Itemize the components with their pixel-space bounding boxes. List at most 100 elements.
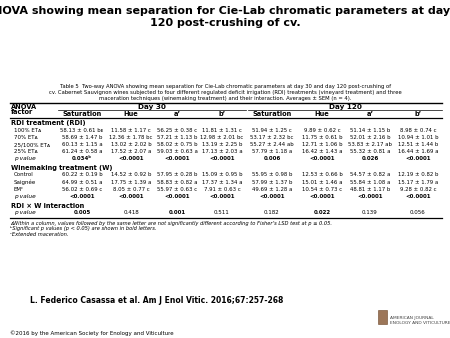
Text: Winemaking treatment (W): Winemaking treatment (W) xyxy=(11,165,112,171)
Bar xyxy=(378,310,387,324)
Text: 25/100% ETᴀ: 25/100% ETᴀ xyxy=(14,142,50,147)
Text: 53.83 ± 2.17 ab: 53.83 ± 2.17 ab xyxy=(348,142,392,147)
Text: 0.418: 0.418 xyxy=(123,210,139,215)
Text: RDI × W interaction: RDI × W interaction xyxy=(11,203,84,209)
Text: 51.14 ± 1.15 b: 51.14 ± 1.15 b xyxy=(350,128,390,133)
Text: Saturation: Saturation xyxy=(252,111,292,117)
Text: <0.0001: <0.0001 xyxy=(118,194,144,199)
Text: p value: p value xyxy=(14,194,36,199)
Text: Two-way ANOVA showing mean separation for Cie-Lab chromatic parameters at day 30: Two-way ANOVA showing mean separation fo… xyxy=(0,6,450,28)
Text: 10.54 ± 0.73 c: 10.54 ± 0.73 c xyxy=(302,187,342,192)
Text: 17.13 ± 2.03 a: 17.13 ± 2.03 a xyxy=(202,149,242,154)
Text: 57.95 ± 0.28 b: 57.95 ± 0.28 b xyxy=(157,172,197,177)
Text: 58.02 ± 0.75 b: 58.02 ± 0.75 b xyxy=(157,142,197,147)
Text: p value: p value xyxy=(14,210,36,215)
Text: ANOVA: ANOVA xyxy=(11,104,37,110)
Text: Table 5  Two-way ANOVA showing mean separation for Cie-Lab chromatic parameters : Table 5 Two-way ANOVA showing mean separ… xyxy=(49,84,401,101)
Text: 49.69 ± 1.28 a: 49.69 ± 1.28 a xyxy=(252,187,292,192)
Text: 57.21 ± 1.13 b: 57.21 ± 1.13 b xyxy=(157,135,197,140)
Text: 11.75 ± 0.61 b: 11.75 ± 0.61 b xyxy=(302,135,342,140)
Text: ᵇSignificant p values (p < 0.05) are shown in bold letters.: ᵇSignificant p values (p < 0.05) are sho… xyxy=(10,226,157,231)
Text: 16.44 ± 1.69 a: 16.44 ± 1.69 a xyxy=(398,149,438,154)
Text: 57.79 ± 1.18 a: 57.79 ± 1.18 a xyxy=(252,149,292,154)
Text: ᶜExtended maceration.: ᶜExtended maceration. xyxy=(10,232,68,237)
Text: 0.139: 0.139 xyxy=(362,210,378,215)
Text: p value: p value xyxy=(14,156,36,162)
Text: 59.03 ± 0.63 a: 59.03 ± 0.63 a xyxy=(157,149,198,154)
Text: ©2016 by the American Society for Enology and Viticulture: ©2016 by the American Society for Enolog… xyxy=(10,330,174,336)
Text: 0.026: 0.026 xyxy=(361,156,378,162)
Text: 17.52 ± 2.07 a: 17.52 ± 2.07 a xyxy=(111,149,151,154)
Text: 9.89 ± 0.62 c: 9.89 ± 0.62 c xyxy=(304,128,340,133)
Text: 53.17 ± 2.32 bc: 53.17 ± 2.32 bc xyxy=(250,135,294,140)
Text: 57.99 ± 1.37 b: 57.99 ± 1.37 b xyxy=(252,179,292,185)
Text: RDI treatment (RDI): RDI treatment (RDI) xyxy=(11,121,86,126)
Text: 0.006: 0.006 xyxy=(263,156,281,162)
Text: <0.0001: <0.0001 xyxy=(405,156,431,162)
Text: 12.53 ± 0.66 b: 12.53 ± 0.66 b xyxy=(302,172,342,177)
Text: 64.99 ± 0.51 a: 64.99 ± 0.51 a xyxy=(62,179,102,185)
Text: 14.52 ± 0.92 b: 14.52 ± 0.92 b xyxy=(111,172,151,177)
Text: <0.0001: <0.0001 xyxy=(357,194,383,199)
Text: 54.57 ± 0.82 a: 54.57 ± 0.82 a xyxy=(350,172,390,177)
Text: <0.0001: <0.0001 xyxy=(164,156,190,162)
Text: Hue: Hue xyxy=(315,111,329,117)
Text: 55.95 ± 0.98 b: 55.95 ± 0.98 b xyxy=(252,172,292,177)
Text: 61.24 ± 0.58 a: 61.24 ± 0.58 a xyxy=(62,149,102,154)
Text: 100% ETᴀ: 100% ETᴀ xyxy=(14,128,41,133)
Text: 10.94 ± 1.01 b: 10.94 ± 1.01 b xyxy=(398,135,438,140)
Text: <0.0001: <0.0001 xyxy=(309,194,335,199)
Text: AMERICAN JOURNAL
ENOLOGY AND VITICULTURE: AMERICAN JOURNAL ENOLOGY AND VITICULTURE xyxy=(390,316,450,324)
Text: 11.58 ± 1.17 c: 11.58 ± 1.17 c xyxy=(111,128,151,133)
Text: 12.71 ± 1.06 b: 12.71 ± 1.06 b xyxy=(302,142,342,147)
Text: 55.97 ± 0.63 c: 55.97 ± 0.63 c xyxy=(157,187,197,192)
Text: 55.84 ± 1.08 a: 55.84 ± 1.08 a xyxy=(350,179,390,185)
Text: 7.91 ± 0.63 c: 7.91 ± 0.63 c xyxy=(203,187,240,192)
Text: 12.36 ± 1.78 bc: 12.36 ± 1.78 bc xyxy=(109,135,153,140)
Text: b’: b’ xyxy=(414,111,422,117)
Text: 60.13 ± 1.15 a: 60.13 ± 1.15 a xyxy=(62,142,102,147)
Text: b’: b’ xyxy=(218,111,225,117)
Text: 55.32 ± 0.81 a: 55.32 ± 0.81 a xyxy=(350,149,390,154)
Text: 16.42 ± 1.43 a: 16.42 ± 1.43 a xyxy=(302,149,342,154)
Text: <0.0001: <0.0001 xyxy=(209,156,235,162)
Text: EMᶜ: EMᶜ xyxy=(14,187,24,192)
Text: 15.17 ± 1.79 a: 15.17 ± 1.79 a xyxy=(398,179,438,185)
Text: Day 30: Day 30 xyxy=(138,104,166,110)
Text: 0.034ᵇ: 0.034ᵇ xyxy=(72,156,92,162)
Text: 9.28 ± 0.82 c: 9.28 ± 0.82 c xyxy=(400,187,436,192)
Text: 0.001: 0.001 xyxy=(168,210,185,215)
Text: a’: a’ xyxy=(174,111,180,117)
Text: 15.01 ± 1.46 a: 15.01 ± 1.46 a xyxy=(302,179,342,185)
Text: <0.0001: <0.0001 xyxy=(164,194,190,199)
Text: 8.05 ± 0.77 c: 8.05 ± 0.77 c xyxy=(112,187,149,192)
Text: 8.98 ± 0.74 c: 8.98 ± 0.74 c xyxy=(400,128,436,133)
Text: <0.0001: <0.0001 xyxy=(209,194,235,199)
Text: <0.0001: <0.0001 xyxy=(259,194,285,199)
Text: 58.83 ± 0.82 a: 58.83 ± 0.82 a xyxy=(157,179,197,185)
Text: Saignée: Saignée xyxy=(14,179,36,185)
Text: L. Federico Casassa et al. Am J Enol Vitic. 2016;67:257-268: L. Federico Casassa et al. Am J Enol Vit… xyxy=(30,296,283,305)
Text: 60.22 ± 0.19 b: 60.22 ± 0.19 b xyxy=(62,172,102,177)
Text: 58.69 ± 1.47 b: 58.69 ± 1.47 b xyxy=(62,135,102,140)
Text: ᴀWithin a column, values followed by the same letter are not significantly diffe: ᴀWithin a column, values followed by the… xyxy=(10,221,332,225)
Text: a’: a’ xyxy=(366,111,373,117)
Text: Control: Control xyxy=(14,172,34,177)
Text: 25% ETᴀ: 25% ETᴀ xyxy=(14,149,38,154)
Text: 15.09 ± 0.95 b: 15.09 ± 0.95 b xyxy=(202,172,242,177)
Text: Saturation: Saturation xyxy=(63,111,102,117)
Text: 17.37 ± 1.34 a: 17.37 ± 1.34 a xyxy=(202,179,242,185)
Text: 56.02 ± 0.69 c: 56.02 ± 0.69 c xyxy=(62,187,102,192)
Text: 13.02 ± 2.02 b: 13.02 ± 2.02 b xyxy=(111,142,151,147)
Text: 13.19 ± 2.25 b: 13.19 ± 2.25 b xyxy=(202,142,242,147)
Text: 17.75 ± 1.39 a: 17.75 ± 1.39 a xyxy=(111,179,151,185)
Text: 12.19 ± 0.82 b: 12.19 ± 0.82 b xyxy=(398,172,438,177)
Text: Day 120: Day 120 xyxy=(328,104,361,110)
Text: 0.182: 0.182 xyxy=(264,210,280,215)
Text: 55.27 ± 2.44 ab: 55.27 ± 2.44 ab xyxy=(250,142,294,147)
Text: 58.13 ± 0.61 bᴇ: 58.13 ± 0.61 bᴇ xyxy=(60,128,104,133)
Text: <0.0001: <0.0001 xyxy=(69,194,95,199)
Text: 12.51 ± 1.44 b: 12.51 ± 1.44 b xyxy=(398,142,438,147)
Text: 52.01 ± 2.16 b: 52.01 ± 2.16 b xyxy=(350,135,390,140)
Text: 0.005: 0.005 xyxy=(73,210,90,215)
